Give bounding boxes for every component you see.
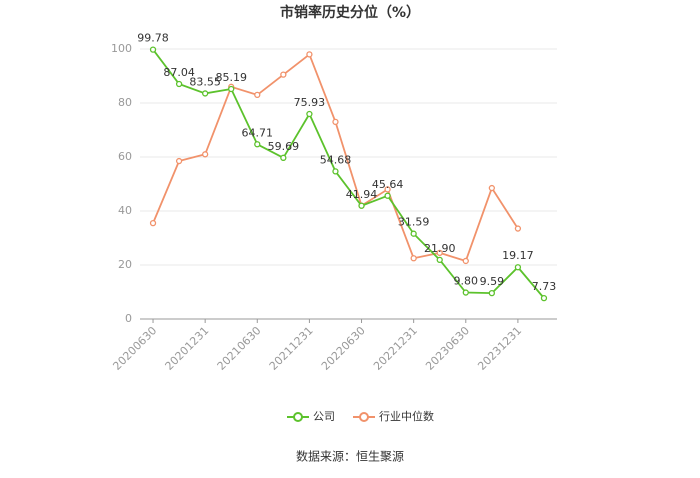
point <box>540 294 548 302</box>
data-label: 7.73 <box>532 280 557 293</box>
data-label: 99.78 <box>137 32 169 45</box>
data-label: 85.19 <box>215 71 247 84</box>
data-label: 54.68 <box>320 153 352 166</box>
point <box>202 151 209 158</box>
y-tick-label: 20 <box>118 258 132 271</box>
point <box>254 141 261 148</box>
x-tick-label: 20201231 <box>163 324 212 373</box>
data-label: 64.71 <box>242 126 274 139</box>
point <box>254 91 261 99</box>
point <box>384 192 391 199</box>
y-tick-label: 80 <box>118 96 132 109</box>
point <box>280 71 287 78</box>
y-tick-label: 0 <box>125 312 132 325</box>
x-tick-label: 20230630 <box>423 324 472 373</box>
point <box>306 110 313 118</box>
data-label: 75.93 <box>294 96 326 109</box>
point <box>384 186 391 193</box>
data-label: 87.04 <box>163 66 195 79</box>
point <box>462 289 469 296</box>
point <box>175 80 183 88</box>
point <box>149 219 157 227</box>
x-tick-label: 20200630 <box>110 324 159 373</box>
x-tick-label: 20210630 <box>215 324 264 373</box>
point <box>488 289 495 297</box>
point <box>514 264 522 271</box>
y-tick-label: 60 <box>118 150 132 163</box>
data-label: 9.59 <box>480 275 505 288</box>
point <box>462 257 469 265</box>
x-tick-label: 20221231 <box>371 324 420 373</box>
data-label: 19.17 <box>502 249 534 262</box>
point <box>332 118 339 126</box>
point <box>514 225 522 232</box>
point <box>358 202 365 209</box>
source: 数据来源：恒生聚源 <box>296 449 404 464</box>
point <box>149 46 157 53</box>
legend-marker <box>293 412 303 422</box>
y-tick-label: 40 <box>118 204 132 217</box>
x-tick-label: 20220630 <box>319 324 368 373</box>
data-label: 21.90 <box>424 242 456 255</box>
chart-title: 市销率历史分位（%） <box>280 4 420 21</box>
point <box>436 256 443 264</box>
point <box>436 249 443 257</box>
data-label: 59.69 <box>268 140 300 153</box>
x-tick-label: 20211231 <box>267 324 316 373</box>
line <box>152 49 545 299</box>
point <box>488 184 495 192</box>
point <box>306 51 313 58</box>
x-tick-label: 20231231 <box>475 324 524 373</box>
y-tick-label: 100 <box>111 42 132 55</box>
point <box>175 157 183 165</box>
data-label: 31.59 <box>398 216 430 229</box>
data-label: 45.64 <box>372 178 404 191</box>
point <box>280 154 287 161</box>
legend-label: 公司 <box>313 410 335 423</box>
point <box>228 85 235 93</box>
point <box>202 90 209 97</box>
data-label: 9.80 <box>454 275 479 288</box>
point <box>410 230 417 237</box>
point <box>332 168 339 175</box>
legend-marker <box>359 412 369 422</box>
legend-label: 行业中位数 <box>379 409 434 423</box>
point <box>410 255 417 262</box>
data-label: 41.94 <box>346 188 378 201</box>
data-label: 83.55 <box>189 75 221 88</box>
